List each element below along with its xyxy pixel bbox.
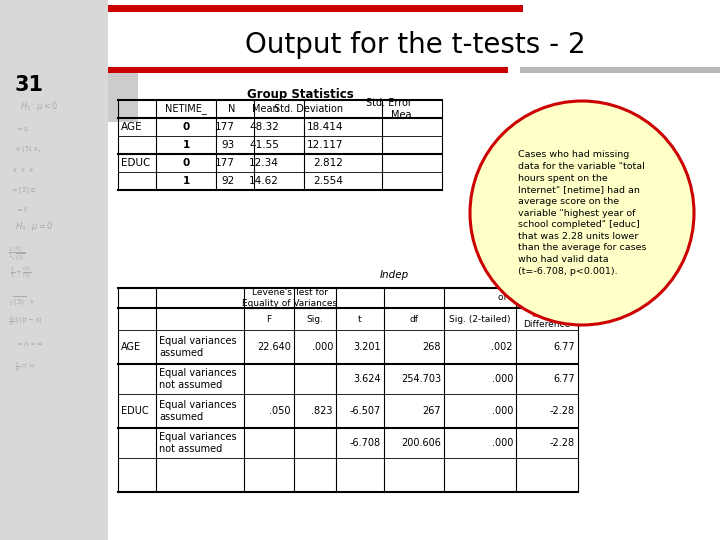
Text: Sig. (2-tailed): Sig. (2-tailed) (449, 314, 510, 323)
Text: 1: 1 (182, 140, 189, 150)
Text: 41.55: 41.55 (249, 140, 279, 150)
Text: 93: 93 (222, 140, 235, 150)
Text: $\sqrt{(5)}\ +$: $\sqrt{(5)}\ +$ (8, 295, 35, 308)
Text: .000: .000 (492, 438, 513, 448)
Text: Equal variances
assumed: Equal variances assumed (159, 400, 237, 422)
Text: 92: 92 (222, 176, 235, 186)
Text: Std. Deviation: Std. Deviation (274, 104, 343, 114)
Circle shape (470, 101, 694, 325)
Text: $\frac{y}{b}\ n\ \infty$: $\frac{y}{b}\ n\ \infty$ (15, 360, 35, 374)
Text: Indep: Indep (380, 270, 409, 280)
FancyBboxPatch shape (0, 0, 108, 540)
Text: $s\ +\ x$: $s\ +\ x$ (12, 165, 35, 174)
Text: Equal variances
not assumed: Equal variances not assumed (159, 368, 237, 390)
Text: 31: 31 (15, 75, 44, 95)
Text: 3.201: 3.201 (354, 342, 381, 352)
Text: Output for the t-tests - 2: Output for the t-tests - 2 (245, 31, 585, 59)
Text: $= s$: $= s$ (15, 125, 29, 133)
Text: 1: 1 (182, 176, 189, 186)
Text: 200.606: 200.606 (401, 438, 441, 448)
Text: .050: .050 (269, 406, 291, 416)
Text: of Me: of Me (498, 294, 523, 302)
Text: 2.812: 2.812 (313, 158, 343, 168)
Text: $= n = \infty$: $= n = \infty$ (15, 340, 44, 348)
Text: .000: .000 (492, 406, 513, 416)
Text: Mean
Difference: Mean Difference (523, 309, 570, 329)
Text: Levene's Test for
Equality of Variances: Levene's Test for Equality of Variances (243, 288, 338, 308)
FancyBboxPatch shape (108, 67, 138, 122)
Text: $\frac{1}{5}+\frac{(s)}{(5)}$: $\frac{1}{5}+\frac{(s)}{(5)}$ (10, 265, 32, 281)
Text: Sig.: Sig. (307, 314, 323, 323)
Text: F: F (266, 314, 271, 323)
Text: 18.414: 18.414 (307, 122, 343, 132)
Text: 177: 177 (215, 122, 235, 132)
Text: 267: 267 (423, 406, 441, 416)
Polygon shape (538, 295, 565, 317)
Text: 0: 0 (182, 158, 189, 168)
Text: $\frac{3}{1}\frac{(6)}{\sqrt{(5)}}$: $\frac{3}{1}\frac{(6)}{\sqrt{(5)}}$ (8, 245, 25, 264)
Text: 48.32: 48.32 (249, 122, 279, 132)
Text: $=[\Sigma]\equiv$: $=[\Sigma]\equiv$ (10, 185, 37, 195)
Text: 177: 177 (215, 158, 235, 168)
FancyBboxPatch shape (108, 5, 523, 12)
Polygon shape (535, 300, 560, 315)
Text: 22.640: 22.640 (257, 342, 291, 352)
Text: 14.62: 14.62 (249, 176, 279, 186)
Text: EDUC: EDUC (121, 158, 150, 168)
Text: -6.708: -6.708 (350, 438, 381, 448)
Text: 12.34: 12.34 (249, 158, 279, 168)
Text: Group Statistics: Group Statistics (247, 88, 354, 101)
Text: 12.117: 12.117 (307, 140, 343, 150)
FancyBboxPatch shape (520, 67, 720, 73)
Text: NETIME_: NETIME_ (165, 104, 207, 114)
Text: $H_1: \mu < 0$: $H_1: \mu < 0$ (20, 100, 58, 113)
Text: Std. Error
Mea: Std. Error Mea (366, 98, 412, 120)
Text: 3.624: 3.624 (354, 374, 381, 384)
Text: -2.28: -2.28 (550, 406, 575, 416)
Text: .000: .000 (492, 374, 513, 384)
Text: N: N (228, 104, 235, 114)
Text: 2.554: 2.554 (313, 176, 343, 186)
Text: $= f$: $= f$ (15, 205, 29, 214)
Text: -2.28: -2.28 (550, 438, 575, 448)
Text: df: df (410, 314, 418, 323)
Text: $H_0: \mu=0$: $H_0: \mu=0$ (15, 220, 54, 233)
FancyBboxPatch shape (108, 67, 508, 73)
Text: Cases who had missing
data for the variable "total
hours spent on the
Internet" : Cases who had missing data for the varia… (518, 150, 647, 276)
Text: 6.77: 6.77 (554, 374, 575, 384)
Text: 0: 0 (182, 122, 189, 132)
Text: Equal variances
assumed: Equal variances assumed (159, 336, 237, 358)
Text: $v\ (5)\ s_y$: $v\ (5)\ s_y$ (15, 145, 42, 157)
Text: 6.77: 6.77 (554, 342, 575, 352)
Text: t: t (358, 314, 362, 323)
Text: .000: .000 (312, 342, 333, 352)
Text: 254.703: 254.703 (401, 374, 441, 384)
Text: AGE: AGE (121, 122, 143, 132)
Text: Equal variances
not assumed: Equal variances not assumed (159, 432, 237, 454)
Text: Mean: Mean (252, 104, 279, 114)
Text: EDUC: EDUC (121, 406, 148, 416)
Text: 268: 268 (423, 342, 441, 352)
Text: .823: .823 (312, 406, 333, 416)
Text: .002: .002 (492, 342, 513, 352)
Text: -6.507: -6.507 (350, 406, 381, 416)
Text: AGE: AGE (121, 342, 141, 352)
Text: $\frac{3}{3}(s)(t-s)$: $\frac{3}{3}(s)(t-s)$ (8, 315, 43, 329)
